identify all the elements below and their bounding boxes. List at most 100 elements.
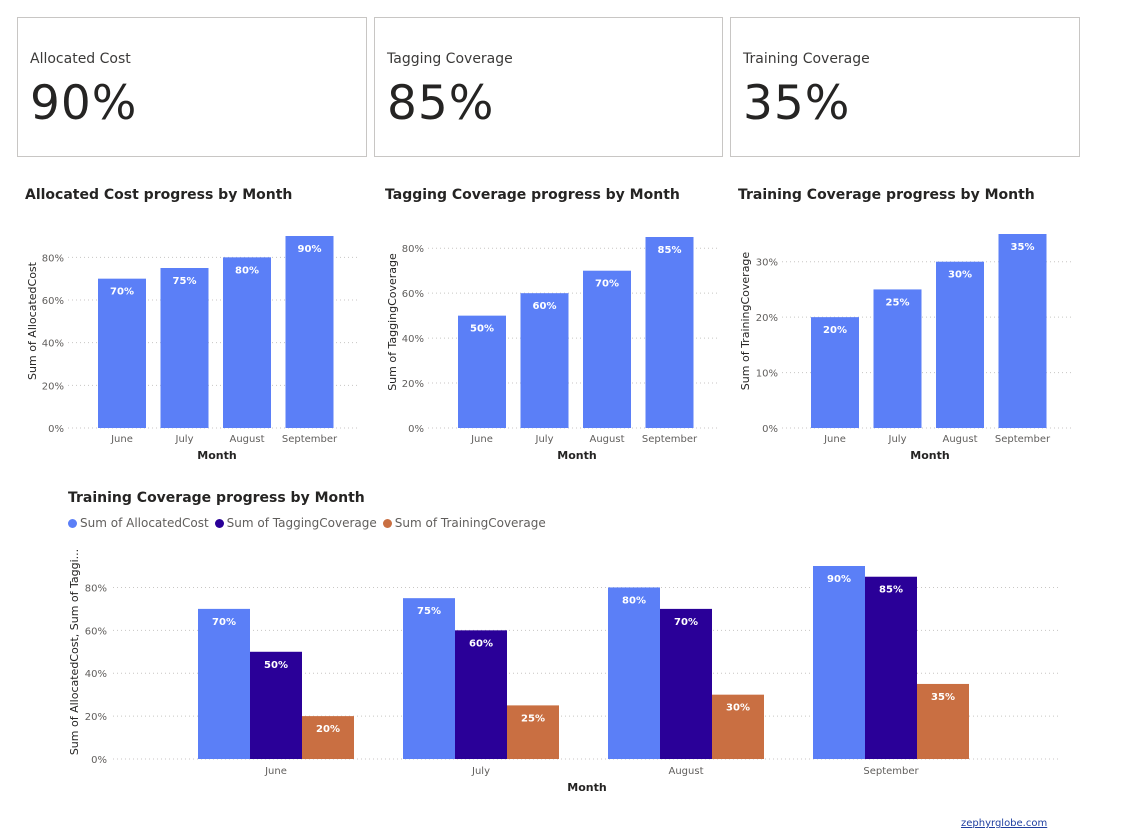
kpi-card-allocated-cost: Allocated Cost 90% (17, 17, 367, 157)
x-tick-label: June (264, 766, 287, 777)
y-tick-label: 20% (85, 712, 107, 723)
legend-label: Sum of TaggingCoverage (226, 516, 377, 530)
y-tick-label: 80% (402, 244, 424, 255)
footer-website-link[interactable]: zephyrglobe.com (961, 818, 1048, 829)
kpi-card-title: Training Coverage (743, 51, 870, 67)
bar[interactable] (873, 289, 922, 428)
data-label: 70% (674, 617, 698, 628)
bar[interactable] (520, 293, 569, 428)
bar[interactable] (198, 608, 250, 759)
data-label: 70% (212, 617, 236, 628)
legend-item-allocated-cost[interactable]: Sum of AllocatedCost (68, 516, 209, 530)
data-label: 90% (827, 574, 851, 585)
kpi-card-value: 35% (743, 76, 851, 131)
bar[interactable] (660, 608, 712, 759)
x-tick-label: August (590, 434, 625, 445)
bar[interactable] (160, 268, 209, 428)
bar[interactable] (998, 234, 1047, 428)
bar[interactable] (458, 315, 506, 428)
x-tick-label: September (282, 434, 338, 445)
bar[interactable] (223, 257, 271, 428)
data-label: 80% (235, 265, 259, 276)
chart-title-training-coverage: Training Coverage progress by Month (738, 187, 1035, 203)
data-label: 85% (879, 585, 903, 596)
y-tick-label: 30% (756, 258, 778, 269)
x-tick-label: September (863, 766, 919, 777)
x-tick-label: July (535, 434, 554, 445)
bar[interactable] (936, 261, 984, 428)
x-tick-label: September (995, 434, 1051, 445)
y-axis-title: Sum of AllocatedCost (26, 261, 39, 380)
y-tick-label: 20% (756, 313, 778, 324)
data-label: 85% (658, 245, 682, 256)
data-label: 25% (521, 713, 545, 724)
x-axis-title: Month (197, 449, 236, 462)
legend-dot-icon (68, 518, 77, 528)
chart-title-allocated-cost: Allocated Cost progress by Month (25, 187, 293, 203)
bar[interactable] (811, 317, 859, 428)
kpi-card-training-coverage: Training Coverage 35% (730, 17, 1080, 157)
y-tick-label: 10% (756, 369, 778, 380)
legend-label: Sum of TrainingCoverage (394, 516, 546, 530)
kpi-card-tagging-coverage: Tagging Coverage 85% (374, 17, 723, 157)
legend-dot-icon (214, 518, 224, 528)
bar[interactable] (507, 705, 559, 759)
bar[interactable] (302, 716, 354, 759)
data-label: 70% (595, 279, 619, 290)
data-label: 20% (823, 325, 847, 336)
data-label: 80% (622, 595, 646, 606)
bar[interactable] (813, 566, 865, 759)
combined-chart-legend: Sum of AllocatedCost Sum of TaggingCover… (68, 516, 552, 530)
bar[interactable] (645, 237, 694, 428)
x-tick-label: June (110, 434, 133, 445)
data-label: 35% (931, 692, 955, 703)
x-tick-label: August (943, 434, 978, 445)
y-tick-label: 40% (402, 334, 424, 345)
x-tick-label: July (175, 434, 194, 445)
data-label: 70% (110, 287, 134, 298)
data-label: 20% (316, 724, 340, 735)
bar[interactable] (250, 651, 302, 759)
kpi-card-title: Allocated Cost (30, 51, 131, 67)
x-axis-title: Month (557, 449, 596, 462)
y-tick-label: 0% (48, 424, 64, 435)
x-tick-label: August (230, 434, 265, 445)
y-axis-title: Sum of AllocatedCost, Sum of Taggi... (68, 549, 81, 755)
y-tick-label: 20% (402, 379, 424, 390)
data-label: 30% (726, 703, 750, 714)
y-axis-title: Sum of TrainingCoverage (739, 252, 752, 391)
x-tick-label: June (470, 434, 493, 445)
bar[interactable] (917, 683, 969, 759)
y-tick-label: 60% (402, 289, 424, 300)
data-label: 75% (173, 276, 197, 287)
data-label: 25% (886, 297, 910, 308)
bar[interactable] (583, 270, 631, 428)
x-axis-title: Month (910, 449, 949, 462)
kpi-card-value: 90% (30, 76, 138, 131)
bar[interactable] (865, 576, 917, 759)
y-tick-label: 0% (408, 424, 424, 435)
x-tick-label: June (823, 434, 846, 445)
y-tick-label: 0% (762, 424, 778, 435)
kpi-card-value: 85% (387, 76, 495, 131)
bar[interactable] (98, 278, 146, 428)
data-label: 30% (948, 270, 972, 281)
bar[interactable] (455, 630, 507, 759)
y-tick-label: 40% (85, 669, 107, 680)
legend-item-tagging-coverage[interactable]: Sum of TaggingCoverage (214, 516, 377, 530)
kpi-card-title: Tagging Coverage (387, 51, 513, 67)
legend-item-training-coverage[interactable]: Sum of TrainingCoverage (382, 516, 546, 530)
y-tick-label: 40% (42, 339, 64, 350)
bar[interactable] (608, 587, 660, 759)
y-tick-label: 60% (42, 296, 64, 307)
bar[interactable] (403, 598, 455, 759)
x-tick-label: August (669, 766, 704, 777)
x-tick-label: July (471, 766, 490, 777)
data-label: 75% (417, 606, 441, 617)
bar[interactable] (712, 694, 764, 759)
y-tick-label: 20% (42, 381, 64, 392)
legend-dot-icon (382, 518, 392, 528)
legend-label: Sum of AllocatedCost (80, 516, 209, 530)
bar[interactable] (285, 236, 334, 428)
